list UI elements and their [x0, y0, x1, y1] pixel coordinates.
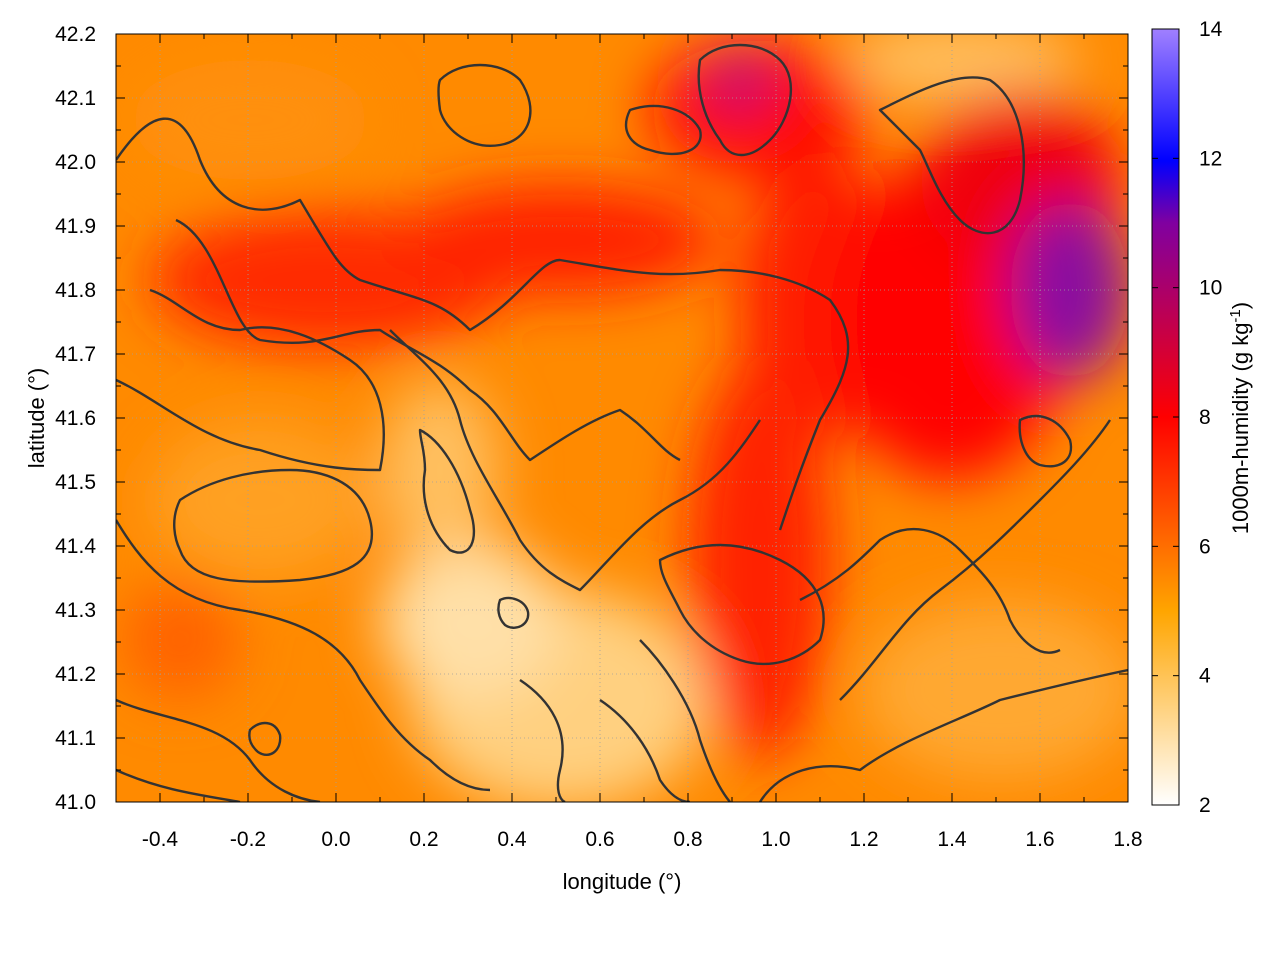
contour-line	[758, 668, 1128, 802]
x-tick-label: 0.4	[497, 828, 527, 851]
contour-line	[624, 104, 702, 156]
colorbar-tick-label: 14	[1199, 18, 1223, 41]
contour-line	[248, 721, 282, 757]
x-tick-label: 1.8	[1113, 828, 1142, 851]
x-tick-label: -0.2	[230, 828, 266, 851]
colorbar-tick-label: 12	[1199, 147, 1222, 170]
contour-line	[437, 63, 532, 147]
x-axis-label: longitude (°)	[563, 869, 682, 894]
contour-line	[697, 43, 793, 157]
colorbar-label-end: )	[1228, 302, 1253, 309]
contour-line	[658, 543, 825, 666]
contour-line	[175, 218, 681, 462]
contour-line	[173, 468, 373, 583]
y-tick-labels: 41.0 41.1 41.2 41.3 41.4 41.5 41.6 41.7 41.8 41.9…	[55, 23, 96, 814]
contour-line	[389, 329, 761, 592]
x-tick-label: 0.0	[321, 828, 350, 851]
contour-line	[116, 519, 491, 792]
y-tick-label: 41.2	[55, 663, 96, 686]
contour-line	[116, 288, 385, 472]
axis-ticks	[115, 33, 1129, 803]
x-tick-label: 1.6	[1025, 828, 1054, 851]
x-tick-label: 1.2	[849, 828, 878, 851]
x-tick-label: 1.0	[761, 828, 790, 851]
y-tick-label: 41.4	[55, 535, 96, 558]
contour-line	[497, 596, 530, 629]
contour-line	[799, 527, 1061, 654]
contour-line	[639, 639, 731, 802]
y-tick-label: 41.6	[55, 407, 96, 430]
y-axis-label: latitude (°)	[24, 368, 49, 469]
heatmap-field	[116, 34, 1128, 802]
y-tick-label: 41.1	[55, 727, 96, 750]
colorbar-label-main: 1000m-humidity (g kg	[1228, 323, 1253, 535]
colorbar-tick-label: 2	[1199, 794, 1211, 817]
contour-line	[116, 698, 321, 802]
colorbar-tick-label: 8	[1199, 406, 1211, 429]
colorbar-tick-label: 6	[1199, 535, 1211, 558]
x-tick-label: -0.4	[142, 828, 179, 851]
contour-line	[1018, 414, 1073, 468]
x-tick-label: 0.8	[673, 828, 702, 851]
y-tick-label: 41.9	[55, 215, 96, 238]
contour-line	[116, 117, 850, 531]
contour-line	[116, 768, 241, 802]
contour-line	[418, 428, 476, 554]
y-tick-label: 41.0	[55, 791, 96, 814]
contour-line	[878, 76, 1025, 235]
contour-line	[519, 679, 566, 802]
colorbar-tick-labels: 2 4 6 8 10 12 14	[1199, 18, 1223, 817]
x-tick-labels: -0.4 -0.2 0.0 0.2 0.4 0.6 0.8 1.0 1.2 1.4 1.6 1.8	[142, 828, 1143, 851]
y-tick-label: 41.7	[55, 343, 96, 366]
x-tick-label: 0.6	[585, 828, 614, 851]
contour-lines	[116, 43, 1128, 802]
contour-line	[599, 699, 691, 802]
colorbar-ticks	[1152, 28, 1179, 806]
x-tick-label: 1.4	[937, 828, 967, 851]
colorbar-label-sup: -1	[1227, 309, 1244, 322]
y-tick-label: 42.1	[55, 87, 96, 110]
y-tick-label: 42.2	[55, 23, 96, 46]
colorbar-label: 1000m-humidity (g kg-1)	[1227, 302, 1253, 534]
contour-line	[839, 419, 1111, 701]
x-tick-label: 0.2	[409, 828, 438, 851]
y-tick-label: 42.0	[55, 151, 96, 174]
y-tick-label: 41.5	[55, 471, 96, 494]
colorbar-tick-label: 4	[1199, 665, 1211, 688]
y-tick-label: 41.8	[55, 279, 96, 302]
colorbar-tick-label: 10	[1199, 277, 1222, 300]
y-tick-label: 41.3	[55, 599, 96, 622]
